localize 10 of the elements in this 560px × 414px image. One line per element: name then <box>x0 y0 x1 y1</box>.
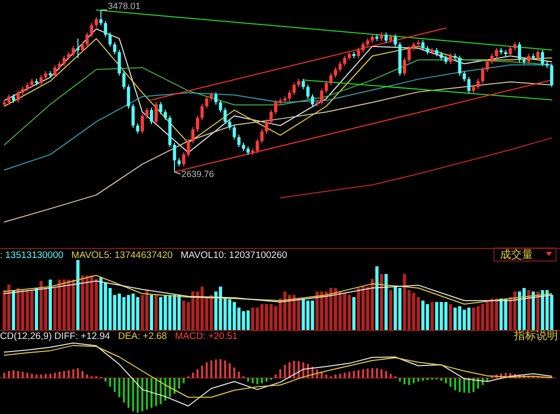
annotation: MAVOL5: 13744637420 <box>71 250 173 261</box>
annotation: 3478.01 <box>108 1 140 11</box>
annotation: MAVOL10: 12037100260 <box>180 250 288 261</box>
annotation: 指标说明 <box>513 330 558 342</box>
text: CD(12,26,9) DIFF: +12.94 <box>0 331 110 342</box>
text: DEA: +2.68 <box>118 331 167 342</box>
annotation: 2639.76 <box>182 169 214 179</box>
annotation: : 13513130000 <box>0 250 64 261</box>
text: MACD: +20.51 <box>174 331 238 342</box>
annotation: 成交量 <box>500 248 533 261</box>
